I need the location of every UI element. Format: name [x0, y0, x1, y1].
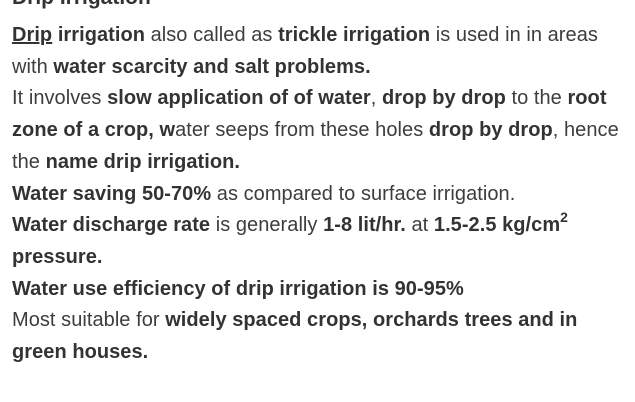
paragraph-suitability: Most suitable for widely spaced crops, o… — [12, 305, 630, 368]
text: Most suitable for — [12, 309, 166, 332]
term-root-zone: root zone of a crop, w — [12, 87, 607, 142]
text: also called as — [144, 24, 279, 46]
paragraph-water-saving: Water saving 50-70% as compared to surfa… — [12, 179, 630, 211]
term-water-saving: Water saving 50-70% — [12, 182, 212, 205]
text: as compared to surface irrigation. — [211, 182, 516, 205]
term-efficiency: Water use efficiency of drip irrigation … — [12, 277, 464, 300]
term-drop-by-drop-2: drop by drop — [428, 119, 553, 142]
term-trickle-irrigation: trickle irrigation — [278, 24, 431, 46]
paragraph-efficiency: Water use efficiency of drip irrigation … — [12, 274, 630, 306]
text: It involves — [12, 87, 108, 110]
term-drip: Drip — [12, 24, 53, 46]
text: ater seeps from these holes — [175, 119, 429, 142]
text: is used in in areas with — [12, 24, 598, 78]
text: , hence the — [12, 119, 619, 173]
pressure-number: 1.5-2.5 kg/cm — [433, 214, 561, 237]
term-irrigation: irrigation — [57, 24, 145, 46]
text: to the — [505, 87, 568, 110]
text: at — [405, 214, 434, 237]
term-rate-value: 1-8 lit/hr. — [323, 214, 406, 237]
term-name-drip-irrigation: name drip irrigation. — [45, 150, 240, 173]
text: is generally — [210, 214, 324, 237]
paragraph-discharge: Water discharge rate is generally 1-8 li… — [12, 210, 630, 273]
term-suitable-crops: widely spaced crops, orchards trees and … — [12, 309, 578, 364]
text: , — [370, 87, 382, 110]
term-pressure-value: 1.5-2.5 kg/cm2 pressure. — [12, 210, 568, 268]
paragraph-definition: Drip irrigation also called as trickle i… — [12, 20, 630, 83]
article-body: Drip irrigation also called as trickle i… — [12, 20, 630, 369]
term-discharge-rate: Water discharge rate — [12, 214, 211, 237]
cutoff-heading: Drip Irrigation — [12, 0, 151, 12]
term-slow-application: slow application of of water — [107, 87, 371, 110]
term-water-scarcity: water scarcity and salt problems. — [53, 55, 371, 78]
paragraph-method: It involves slow application of of water… — [12, 83, 630, 178]
pressure-label: pressure. — [12, 245, 103, 268]
term-drop-by-drop: drop by drop — [381, 87, 506, 110]
superscript-2: 2 — [560, 208, 569, 225]
